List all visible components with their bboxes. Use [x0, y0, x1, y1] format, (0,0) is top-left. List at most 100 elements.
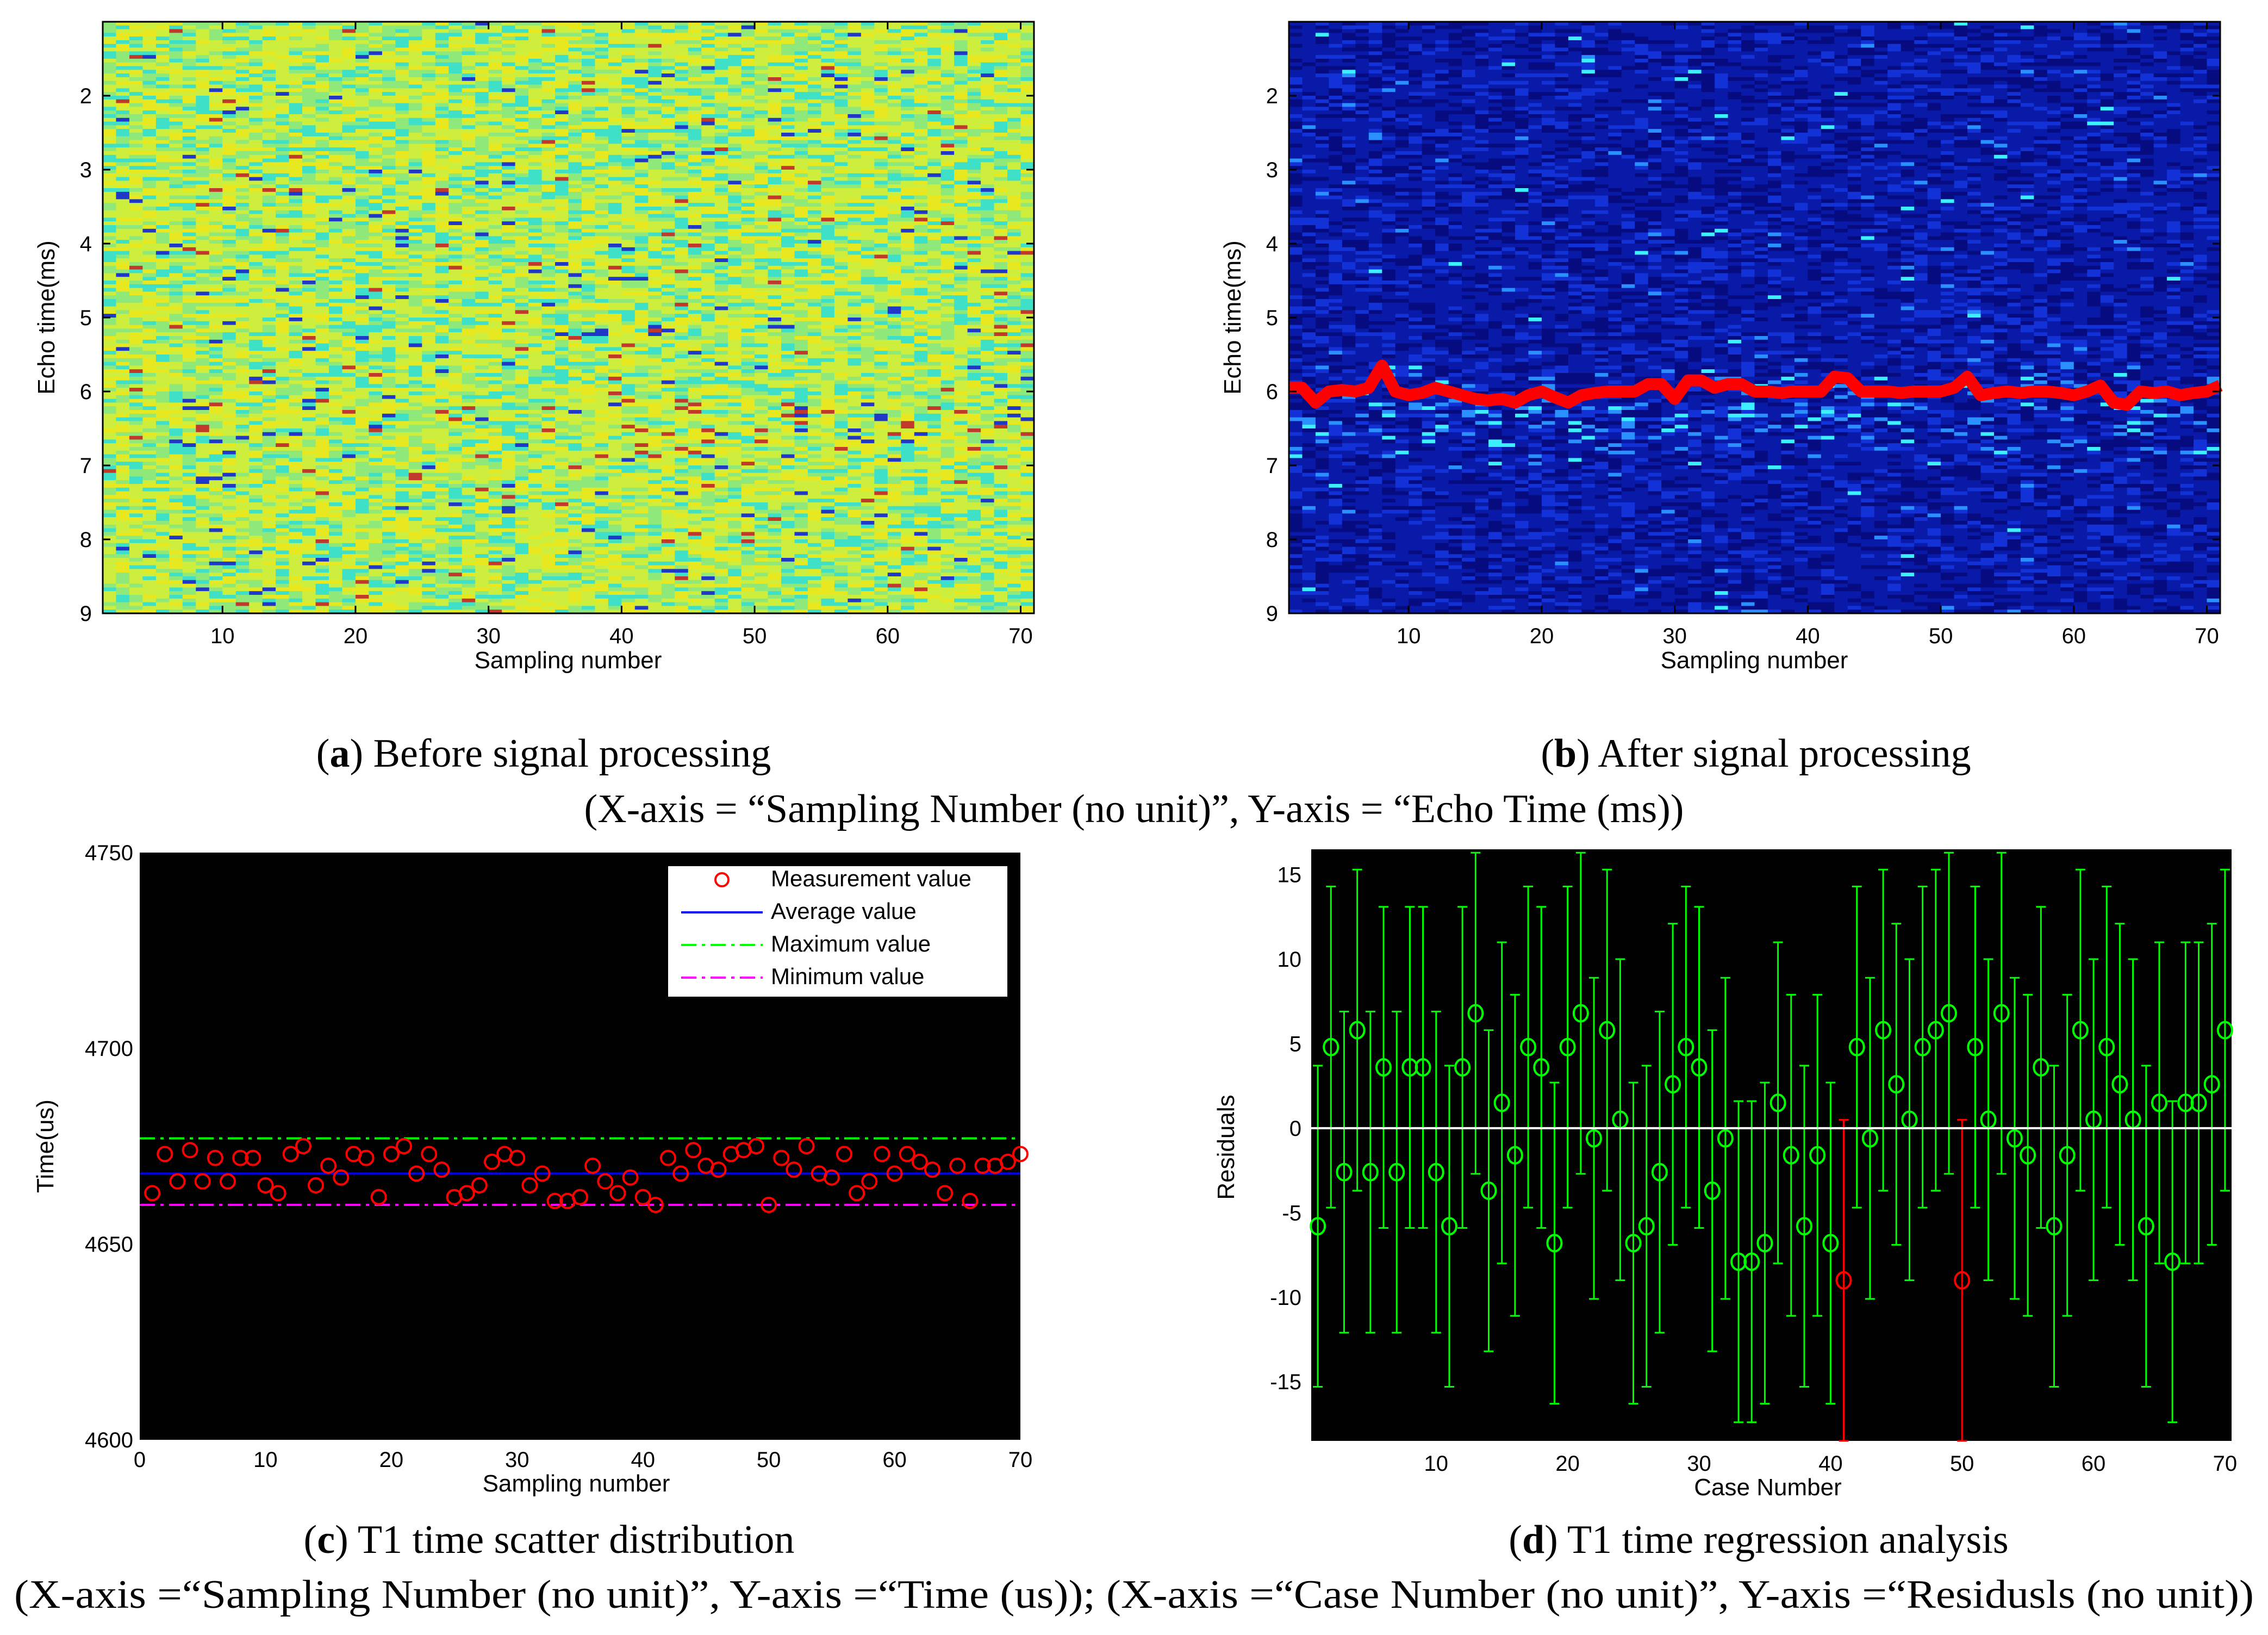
- heat-cell: [395, 484, 409, 488]
- heat-cell: [488, 77, 502, 82]
- heat-cell: [422, 251, 436, 255]
- heat-cell: [276, 265, 290, 270]
- heat-cell: [382, 509, 396, 514]
- heat-cell: [502, 325, 516, 329]
- heat-cell: [169, 343, 183, 347]
- heat-cell: [169, 539, 183, 544]
- heat-cell: [369, 536, 383, 540]
- heat-cell: [182, 546, 196, 551]
- heat-cell: [302, 310, 316, 314]
- heat-cell: [488, 491, 502, 495]
- heat-cell: [315, 539, 329, 544]
- heat-cell: [369, 96, 383, 100]
- heat-cell: [116, 314, 130, 318]
- heat-cell: [408, 432, 422, 437]
- heat-cell: [488, 384, 502, 388]
- heat-cell: [502, 258, 516, 263]
- heat-cell: [315, 310, 329, 314]
- heat-cell: [196, 29, 210, 33]
- heat-cell: [408, 258, 422, 263]
- heat-cell: [103, 173, 117, 178]
- heat-cell: [169, 29, 183, 33]
- heat-cell: [222, 476, 236, 481]
- heat-cell: [315, 554, 329, 558]
- heat-cell: [329, 258, 343, 263]
- heat-cell: [262, 351, 276, 355]
- heat-cell: [382, 521, 396, 525]
- heat-cell: [355, 110, 370, 115]
- heat-cell: [129, 269, 144, 273]
- heat-cell: [488, 73, 502, 78]
- heat-cell: [116, 269, 130, 273]
- heat-cell: [315, 499, 329, 503]
- heat-cell: [342, 210, 356, 215]
- heat-cell: [116, 214, 130, 218]
- heat-cell: [315, 80, 329, 85]
- heat-cell: [222, 291, 236, 296]
- heat-cell: [422, 302, 436, 307]
- heat-cell: [369, 59, 383, 63]
- heat-cell: [155, 232, 170, 237]
- heat-cell: [382, 491, 396, 495]
- heat-cell: [488, 469, 502, 474]
- heat-cell: [408, 47, 422, 52]
- heat-cell: [235, 332, 250, 337]
- heat-cell: [475, 295, 489, 300]
- heat-cell: [462, 170, 476, 174]
- heat-cell: [103, 195, 117, 200]
- heat-cell: [382, 66, 396, 70]
- heat-cell: [475, 484, 489, 488]
- heat-cell: [129, 476, 144, 481]
- heat-cell: [129, 214, 144, 218]
- heat-cell: [315, 107, 329, 111]
- heat-cell: [488, 351, 502, 355]
- heat-cell: [382, 347, 396, 351]
- heat-cell: [408, 384, 422, 388]
- heat-cell: [289, 506, 303, 511]
- heat-cell: [355, 539, 370, 544]
- heat-cell: [249, 269, 263, 273]
- heat-cell: [435, 277, 449, 281]
- heat-cell: [329, 576, 343, 581]
- heat-cell: [342, 162, 356, 166]
- heat-cell: [155, 499, 170, 503]
- heat-cell: [209, 207, 223, 211]
- heat-cell: [262, 465, 276, 470]
- heat-cell: [103, 188, 117, 192]
- heat-cell: [475, 140, 489, 144]
- heat-cell: [142, 251, 157, 255]
- heat-cell: [142, 576, 157, 581]
- heat-cell: [342, 347, 356, 351]
- heat-cell: [395, 355, 409, 359]
- heat-cell: [116, 77, 130, 82]
- heat-cell: [315, 495, 329, 499]
- heat-cell: [475, 417, 489, 421]
- heat-cell: [448, 373, 463, 377]
- heat-cell: [276, 40, 290, 45]
- heat-cell: [315, 388, 329, 392]
- heat-cell: [142, 265, 157, 270]
- heat-cell: [222, 158, 236, 163]
- heat-cell: [129, 151, 144, 156]
- heat-cell: [462, 395, 476, 400]
- heat-cell: [355, 147, 370, 152]
- heat-cell: [448, 66, 463, 70]
- heat-cell: [435, 469, 449, 474]
- heat-cell: [302, 443, 316, 447]
- heat-cell: [302, 484, 316, 488]
- heat-cell: [103, 184, 117, 189]
- heat-cell: [209, 462, 223, 466]
- heat-cell: [209, 362, 223, 366]
- heat-cell: [502, 281, 516, 285]
- heat-cell: [355, 207, 370, 211]
- heat-cell: [249, 328, 263, 333]
- heat-cell: [475, 125, 489, 129]
- heat-cell: [462, 203, 476, 207]
- heat-cell: [408, 181, 422, 185]
- heat-cell: [502, 236, 516, 240]
- heat-cell: [329, 310, 343, 314]
- heat-cell: [355, 576, 370, 581]
- heat-cell: [355, 454, 370, 458]
- heat-cell: [475, 47, 489, 52]
- heat-cell: [196, 450, 210, 455]
